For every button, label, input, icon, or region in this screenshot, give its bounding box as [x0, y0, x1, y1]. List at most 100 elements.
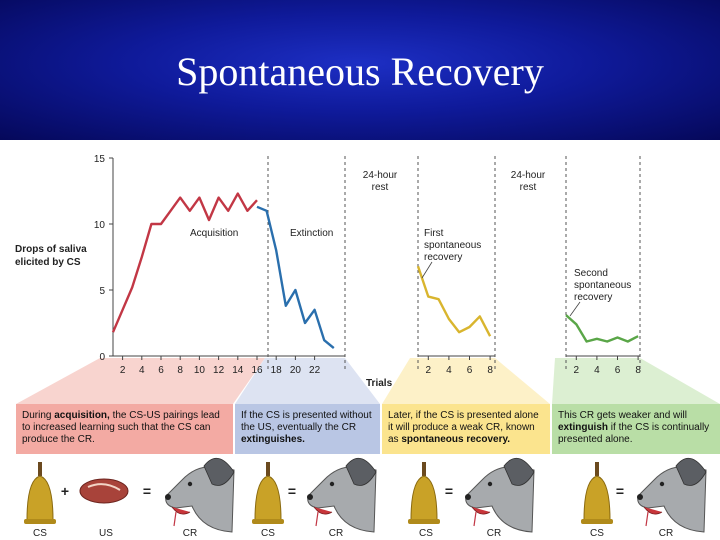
- dog-nose: [465, 494, 471, 500]
- dog-nose: [165, 494, 171, 500]
- illustration-caption: CS: [419, 528, 433, 539]
- dog-saliva: [315, 511, 319, 527]
- y-axis-label-line-2: elicited by CS: [15, 257, 81, 268]
- illustration-caption: CS: [33, 528, 47, 539]
- dog-saliva: [473, 511, 477, 527]
- dog-ear: [203, 458, 235, 486]
- panel-text-1-3: the CS-US pairings lead to increased lea…: [22, 410, 220, 445]
- main-x-tick-label: 14: [232, 365, 244, 376]
- plus-sign: +: [61, 483, 69, 499]
- series-line-4: [565, 314, 639, 343]
- chart-shading: [16, 358, 720, 404]
- recovery1-x-tick-label: 6: [467, 365, 473, 376]
- dog-head: [165, 466, 235, 533]
- dog-ear: [503, 458, 535, 486]
- bell-icon: [252, 462, 284, 524]
- dog-mouth: [471, 506, 491, 515]
- bell-handle: [422, 462, 426, 476]
- panel-extinction: If the CS is presented without the US, e…: [235, 404, 380, 454]
- y-tick-label: 10: [94, 220, 106, 231]
- illustration-caption: CS: [261, 528, 275, 539]
- y-tick-label: 0: [99, 352, 105, 363]
- annotation-first-pointer: [421, 261, 433, 279]
- bell-handle: [38, 462, 42, 476]
- illustration-caption: CS: [590, 528, 604, 539]
- dog-icon: [637, 458, 707, 533]
- annotation-second-recovery: Second: [574, 268, 608, 279]
- chart-annotations: Acquisition Extinction Firstspontaneousrec…: [190, 170, 631, 389]
- recovery2-x-tick-label: 8: [635, 365, 641, 376]
- main-x-tick-label: 22: [309, 365, 321, 376]
- annotation-second-pointer: [569, 301, 581, 317]
- annotation-second-recovery: recovery: [574, 292, 612, 303]
- shade-region-2: [235, 358, 380, 404]
- bell-body: [26, 475, 54, 521]
- equals-sign: =: [445, 483, 453, 499]
- x-axis-label: Trials: [366, 378, 393, 389]
- dog-mouth: [171, 506, 191, 515]
- dog-mouth: [313, 506, 333, 515]
- bell-icon: [581, 462, 613, 524]
- dog-mouth: [643, 506, 663, 515]
- series-line-1: [111, 192, 258, 333]
- dog-saliva: [645, 511, 649, 527]
- recovery1-x-tick-label: 2: [426, 365, 432, 376]
- bell-rim: [408, 519, 440, 524]
- y-axis-label-line-1: Drops of saliva: [15, 244, 87, 255]
- equals-sign: =: [616, 483, 624, 499]
- recovery1-x-tick-label: 4: [446, 365, 452, 376]
- main-x-tick-label: 6: [158, 365, 164, 376]
- main-x-tick-label: 10: [194, 365, 206, 376]
- panel-text-4-1: This CR gets weaker and will: [558, 410, 687, 421]
- dog-head: [465, 466, 535, 533]
- main-x-tick-label: 4: [139, 365, 145, 376]
- illustration-caption: CR: [329, 528, 343, 539]
- dog-ear: [345, 458, 377, 486]
- panel-first-recovery: Later, if the CS is presented alone it w…: [382, 404, 550, 454]
- bell-body: [583, 475, 611, 521]
- recovery2-x-tick-label: 2: [574, 365, 580, 376]
- bell-body: [410, 475, 438, 521]
- bell-rim: [24, 519, 56, 524]
- illustration-caption: CR: [183, 528, 197, 539]
- dog-icon: [165, 458, 235, 533]
- dog-eye: [487, 481, 493, 487]
- bell-icon: [24, 462, 56, 524]
- chart-series: [111, 192, 639, 350]
- bell-rim: [581, 519, 613, 524]
- illustration-caption: CR: [659, 528, 673, 539]
- meat-icon: [79, 478, 129, 504]
- recovery2-x-tick-label: 6: [615, 365, 621, 376]
- bell-handle: [266, 462, 270, 476]
- equals-sign: =: [288, 483, 296, 499]
- slide-title: Spontaneous Recovery: [176, 49, 544, 94]
- main-x-tick-label: 20: [290, 365, 302, 376]
- annotation-second-recovery: spontaneous: [574, 280, 631, 291]
- dog-eye: [659, 481, 665, 487]
- panel-text-1-1: During: [22, 410, 55, 421]
- bell-rim: [252, 519, 284, 524]
- dog-icon: [465, 458, 535, 533]
- main-x-tick-label: 8: [177, 365, 183, 376]
- dog-head: [307, 466, 377, 533]
- annotation-first-recovery: spontaneous: [424, 240, 481, 251]
- dog-nose: [637, 494, 643, 500]
- recovery1-x-tick-label: 8: [487, 365, 493, 376]
- dog-eye: [187, 481, 193, 487]
- panel-text-2-1: If the CS is presented without the US, e…: [241, 410, 372, 433]
- annotation-rest-1: 24-hour: [363, 170, 398, 181]
- dog-nose: [307, 494, 313, 500]
- illustrations: + = = = = CS US CR CS CR CS CR CS CR: [24, 458, 707, 539]
- main-x-tick-label: 2: [120, 365, 126, 376]
- panel-text-4-2: extinguish: [558, 422, 609, 433]
- main-x-tick-label: 12: [213, 365, 225, 376]
- y-axis-label: Drops of saliva elicited by CS: [15, 243, 87, 269]
- illustration-caption: CR: [487, 528, 501, 539]
- annotation-rest-2: 24-hour: [511, 170, 546, 181]
- panel-text-4-3: if the CS is continually presented alone…: [558, 422, 710, 445]
- shade-region-4: [552, 358, 720, 404]
- meat-body: [79, 478, 129, 504]
- bell-handle: [595, 462, 599, 476]
- dog-head: [637, 466, 707, 533]
- panel-text-1-2: acquisition,: [54, 410, 110, 421]
